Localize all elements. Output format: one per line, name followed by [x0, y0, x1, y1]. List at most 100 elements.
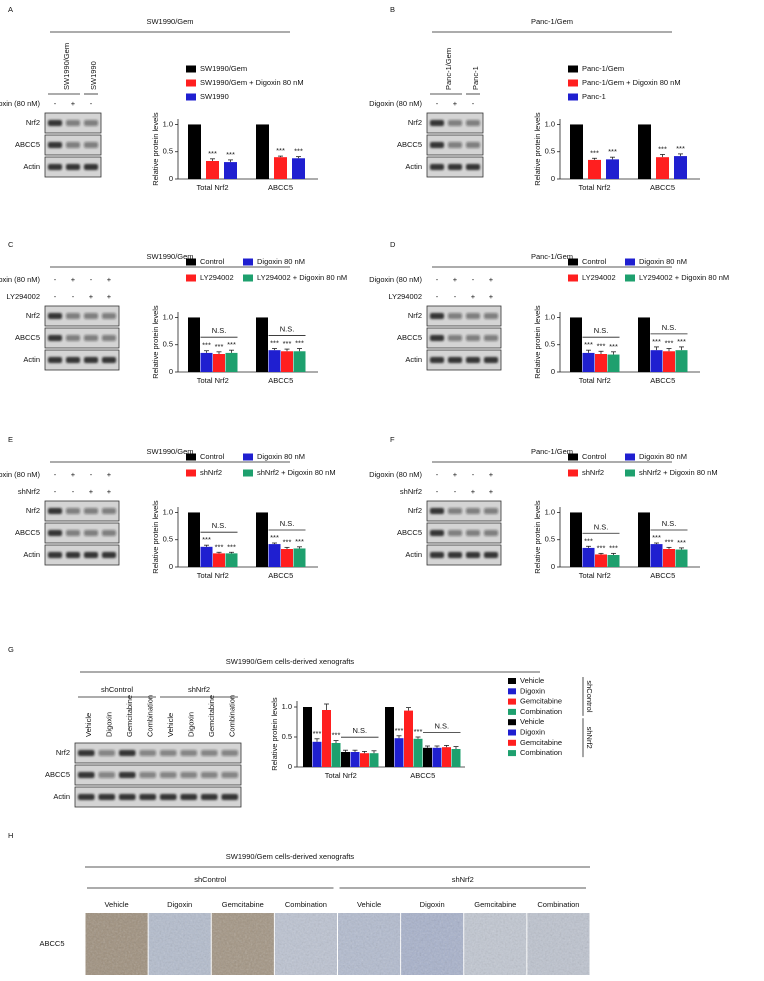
- blot-band: [448, 120, 462, 126]
- blot-label: Nrf2: [408, 118, 422, 127]
- legend-label: Panc-1: [582, 92, 606, 101]
- treatment-sign: -: [72, 487, 75, 496]
- y-tick-label: 0.5: [545, 535, 555, 544]
- y-tick-label: 0: [551, 562, 555, 571]
- blot-band: [160, 772, 177, 778]
- bar: [423, 747, 432, 767]
- legend-label: Digoxin 80 nM: [257, 452, 305, 461]
- blot-band: [201, 750, 218, 756]
- lane-label: SW1990/Gem: [62, 43, 71, 90]
- lane-label: SW1990: [89, 61, 98, 90]
- bar: [188, 124, 201, 179]
- comparison-label: N.S.: [280, 519, 295, 528]
- blot-band: [48, 530, 62, 536]
- legend-swatch: [508, 708, 516, 715]
- x-tick-label: Total Nrf2: [197, 571, 229, 580]
- significance: ***: [283, 537, 292, 546]
- treatment-label: Digoxin (80 nM): [0, 99, 41, 108]
- ihc-texture: [274, 913, 337, 975]
- blot-band: [430, 164, 444, 170]
- legend-swatch: [186, 469, 196, 477]
- significance: ***: [584, 536, 593, 545]
- treatment-sign: +: [71, 99, 76, 108]
- panel-letter: A: [8, 5, 13, 14]
- legend-swatch: [568, 258, 578, 266]
- bar: [663, 549, 675, 567]
- blot-label: Nrf2: [408, 311, 422, 320]
- legend-label: Combination: [520, 748, 562, 757]
- x-tick-label: ABCC5: [268, 376, 293, 385]
- blot-band: [221, 750, 238, 756]
- bar: [394, 738, 404, 767]
- blot-label: Actin: [405, 550, 422, 559]
- lane-label: Panc-1/Gem: [444, 48, 453, 90]
- treatment-sign: -: [54, 99, 57, 108]
- blot-band: [78, 772, 95, 778]
- lane-label: Vehicle: [104, 900, 128, 909]
- significance: ***: [676, 144, 685, 153]
- legend-label: shNrf2: [582, 468, 604, 477]
- bar: [638, 317, 650, 372]
- blot-band: [484, 530, 498, 536]
- legend-label: Digoxin 80 nM: [639, 452, 687, 461]
- legend-swatch: [508, 678, 516, 684]
- legend-label: LY294002 + Digoxin 80 nM: [257, 273, 347, 282]
- comparison-label: N.S.: [280, 325, 295, 334]
- blot-band: [84, 120, 98, 126]
- blot: [426, 500, 502, 522]
- blot-label: Nrf2: [26, 311, 40, 320]
- ihc-texture: [401, 913, 464, 975]
- treatment-sign: -: [436, 275, 439, 284]
- blot-band: [448, 357, 462, 363]
- legend-swatch: [186, 453, 196, 461]
- comparison-label: N.S.: [662, 519, 677, 528]
- significance: ***: [658, 144, 667, 153]
- bar: [385, 707, 394, 767]
- blot-band: [98, 750, 115, 756]
- y-tick-label: 0: [169, 174, 173, 183]
- significance: ***: [226, 150, 235, 159]
- panel-title: Panc-1/Gem: [531, 252, 573, 261]
- comparison-label: N.S.: [352, 726, 367, 735]
- comparison-label: N.S.: [594, 326, 609, 335]
- bar: [256, 124, 269, 179]
- comparison-label: N.S.: [594, 522, 609, 531]
- legend-swatch: [625, 274, 635, 282]
- blot-label: Actin: [53, 792, 70, 801]
- legend-swatch: [186, 258, 196, 266]
- blot-band: [466, 120, 480, 126]
- blot-band: [48, 120, 62, 126]
- blot-band: [448, 552, 462, 558]
- legend-swatch: [243, 274, 253, 282]
- lane-label: Digoxin: [105, 712, 114, 737]
- bar: [638, 512, 650, 567]
- bar: [675, 549, 688, 567]
- blot-band: [98, 772, 115, 778]
- legend-label: Control: [582, 452, 607, 461]
- blot-label: Actin: [23, 162, 40, 171]
- significance: ***: [313, 729, 322, 738]
- x-tick-label: ABCC5: [650, 376, 675, 385]
- significance: ***: [227, 542, 236, 551]
- blot-band: [484, 508, 498, 514]
- y-tick-label: 1.0: [545, 312, 555, 321]
- significance: ***: [395, 726, 404, 735]
- panel-letter: F: [390, 435, 395, 444]
- blot-band: [139, 772, 156, 778]
- blot-band: [466, 508, 480, 514]
- blot-label: ABCC5: [15, 140, 40, 149]
- significance: ***: [609, 342, 618, 351]
- significance: ***: [208, 149, 217, 158]
- blot: [44, 522, 120, 544]
- legend-group-label: shNrf2: [585, 727, 594, 749]
- treatment-sign: -: [54, 470, 57, 479]
- treatment-sign: -: [436, 292, 439, 301]
- legend-swatch: [568, 274, 578, 282]
- blot-band: [180, 794, 197, 800]
- x-tick-label: ABCC5: [650, 183, 675, 192]
- legend-label: Digoxin 80 nM: [257, 257, 305, 266]
- x-tick-label: Total Nrf2: [325, 771, 357, 780]
- legend-label: Control: [582, 257, 607, 266]
- bar: [570, 317, 582, 372]
